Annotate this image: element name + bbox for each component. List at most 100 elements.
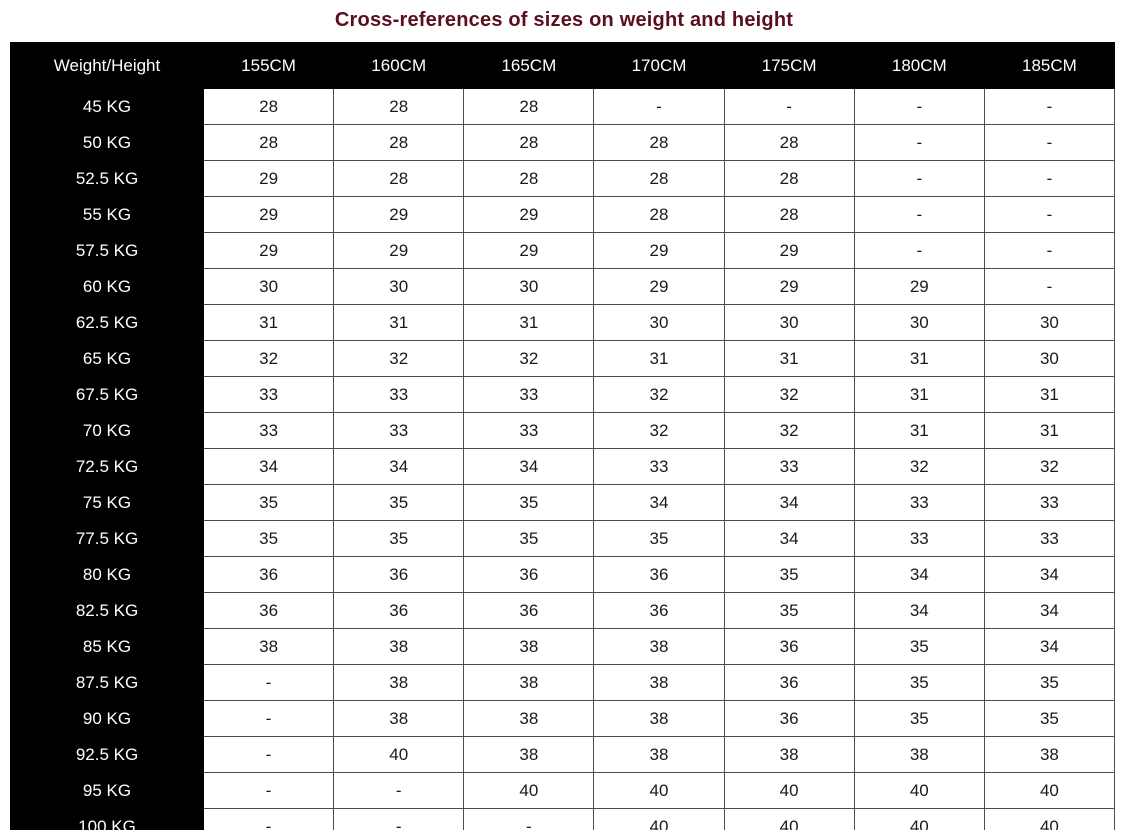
size-cell: 30 [853, 304, 985, 341]
size-cell: 33 [333, 412, 465, 449]
size-cell: 30 [593, 304, 725, 341]
size-cell: - [853, 160, 985, 197]
table-row: 87.5 KG -38 38 38 36 35 35 [10, 664, 1116, 701]
size-cell: 29 [202, 232, 335, 269]
table-row: 72.5 KG 34 34 34 33 33 32 32 [10, 448, 1116, 485]
size-cell: - [463, 808, 595, 830]
size-cell: 28 [333, 160, 465, 197]
size-cell: 32 [723, 412, 855, 449]
size-cell: 31 [593, 340, 725, 377]
size-cell: 29 [333, 196, 465, 233]
size-cell: 28 [463, 160, 595, 197]
size-cell: 31 [983, 376, 1116, 413]
size-cell: 38 [202, 628, 335, 665]
table-header: Weight/Height 155CM 160CM 165CM 170CM 175CM 18… [10, 42, 1116, 89]
size-cell: 38 [463, 628, 595, 665]
size-cell: 29 [723, 268, 855, 305]
size-cell: - [202, 772, 335, 809]
size-cell: 35 [723, 556, 855, 593]
row-header: 82.5 KG [10, 592, 204, 629]
size-cell: 35 [723, 592, 855, 629]
size-cell: 28 [202, 88, 335, 125]
size-cell: 35 [463, 520, 595, 557]
row-header: 77.5 KG [10, 520, 204, 557]
size-cell: 31 [723, 340, 855, 377]
size-cell: 34 [723, 520, 855, 557]
size-cell: 35 [333, 484, 465, 521]
size-cell: - [853, 88, 985, 125]
size-cell: 38 [333, 700, 465, 737]
size-cell: 33 [723, 448, 855, 485]
table-row: 80 KG 36 36 36 36 35 34 34 [10, 556, 1116, 593]
size-cell: 35 [593, 520, 725, 557]
size-cell: 40 [853, 772, 985, 809]
size-cell: 32 [463, 340, 595, 377]
table-row: 75 KG 35 35 35 34 34 33 33 [10, 484, 1116, 521]
size-cell: - [853, 124, 985, 161]
size-cell: 40 [853, 808, 985, 830]
size-cell: 28 [463, 88, 595, 125]
row-header: 55 KG [10, 196, 204, 233]
size-cell: 31 [853, 412, 985, 449]
size-cell: 30 [463, 268, 595, 305]
size-cell: - [723, 88, 855, 125]
size-cell: 29 [593, 268, 725, 305]
size-cell: 34 [853, 592, 985, 629]
size-cell: 40 [593, 808, 725, 830]
size-cell: 28 [463, 124, 595, 161]
row-header: 52.5 KG [10, 160, 204, 197]
size-cell: 31 [333, 304, 465, 341]
size-cell: 34 [463, 448, 595, 485]
page-title: Cross-references of sizes on weight and … [334, 9, 794, 31]
size-cell: 28 [593, 196, 725, 233]
size-cell: 30 [983, 304, 1116, 341]
row-header: 50 KG [10, 124, 204, 161]
size-cell: 38 [593, 736, 725, 773]
size-cell: - [333, 808, 465, 830]
size-cell: 34 [202, 448, 335, 485]
column-header: 180CM [853, 42, 985, 89]
size-cell: 32 [983, 448, 1116, 485]
size-cell: 29 [853, 268, 985, 305]
table-row: 85 KG 38 38 38 38 36 35 34 [10, 628, 1116, 665]
column-header: 170CM [593, 42, 725, 89]
size-cell: 32 [202, 340, 335, 377]
table-row: 62.5 KG 31 31 31 30 30 30 30 [10, 304, 1116, 341]
size-cell: 28 [593, 124, 725, 161]
table-row: 55 KG 29 29 29 28 28- - [10, 196, 1116, 233]
table-row: 52.5 KG 29 28 28 28 28- - [10, 160, 1116, 197]
header-row: Weight/Height 155CM 160CM 165CM 170CM 175CM 18… [10, 42, 1116, 89]
size-cell: 36 [723, 664, 855, 701]
size-cell: 33 [202, 376, 335, 413]
size-cell: 36 [333, 556, 465, 593]
size-cell: - [202, 808, 335, 830]
size-cell: 28 [723, 160, 855, 197]
size-cell: 32 [333, 340, 465, 377]
size-cell: 33 [463, 376, 595, 413]
size-cell: 28 [723, 196, 855, 233]
table-row: 60 KG 30 30 30 29 29 29- [10, 268, 1116, 305]
size-cell: 36 [202, 592, 335, 629]
size-cell: - [983, 232, 1116, 269]
size-cell: 38 [983, 736, 1116, 773]
column-header: 155CM [202, 42, 335, 89]
row-header: 92.5 KG [10, 736, 204, 773]
size-cell: 33 [593, 448, 725, 485]
table-row: 65 KG 32 32 32 31 31 31 30 [10, 340, 1116, 377]
size-cell: 38 [333, 628, 465, 665]
size-cell: 36 [463, 556, 595, 593]
size-cell: - [983, 160, 1116, 197]
size-cell: 34 [593, 484, 725, 521]
size-cell: 30 [723, 304, 855, 341]
size-cell: - [202, 736, 335, 773]
row-header: 95 KG [10, 772, 204, 809]
size-cell: 36 [202, 556, 335, 593]
size-cell: 32 [593, 376, 725, 413]
size-cell: 35 [853, 700, 985, 737]
table-row: 50 KG 28 28 28 28 28- - [10, 124, 1116, 161]
size-cell: 30 [202, 268, 335, 305]
size-cell: 29 [333, 232, 465, 269]
size-cell: 33 [983, 520, 1116, 557]
row-header: 85 KG [10, 628, 204, 665]
column-header: 185CM [983, 42, 1116, 89]
